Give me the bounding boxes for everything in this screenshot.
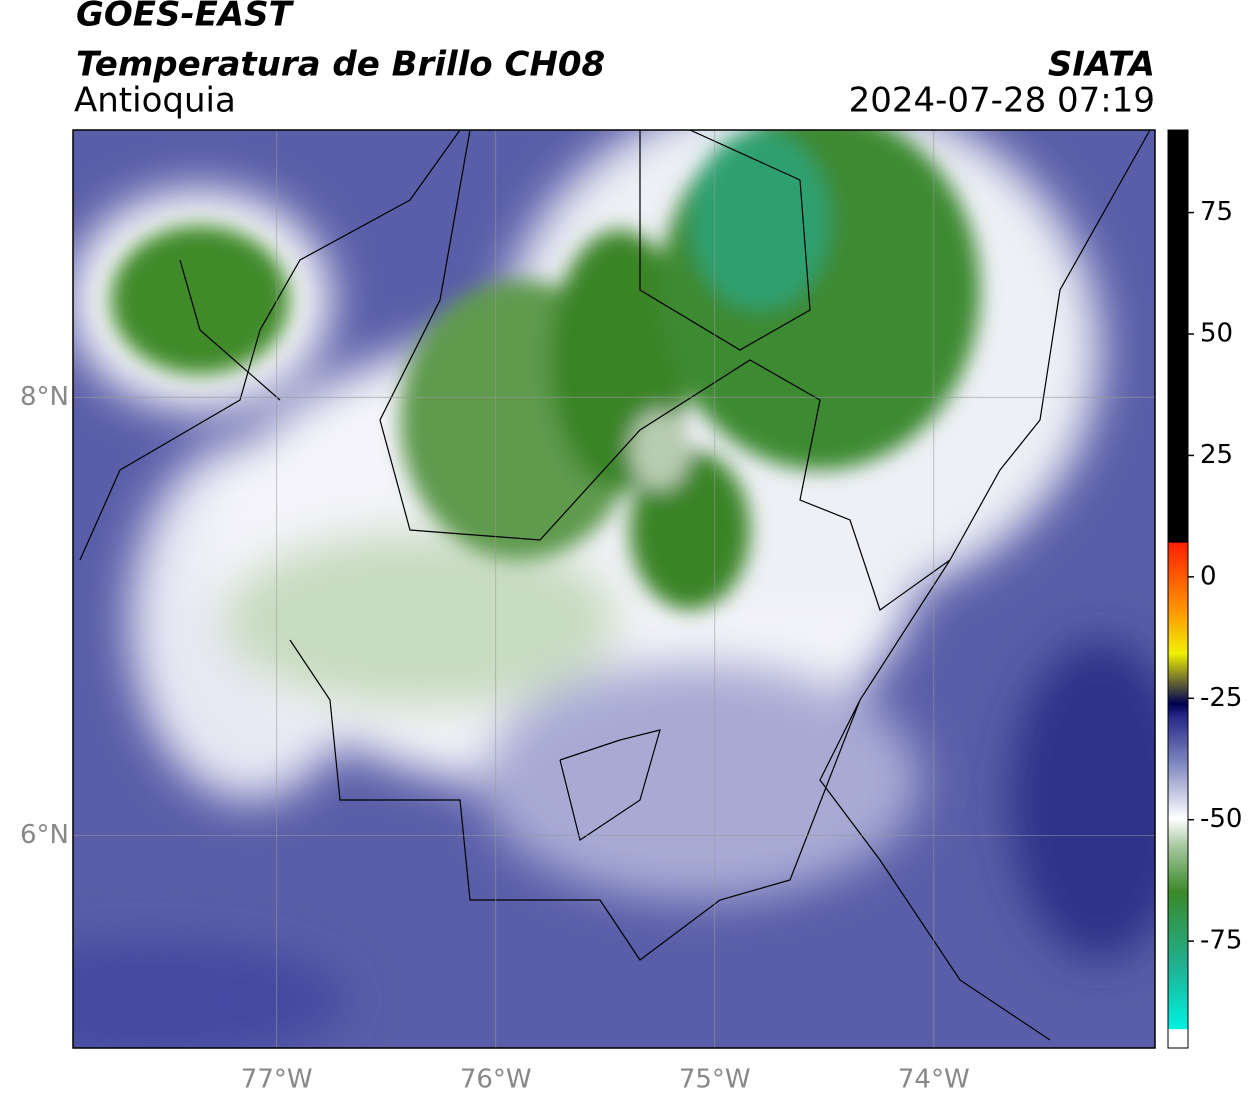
colorbar-tick-label: -75 [1200,926,1242,956]
y-tick-label: 6°N [20,820,69,850]
y-tick-label: 8°N [20,382,69,412]
satellite: GOES-EAST [76,0,295,35]
product: Temperatura de Brillo CH08 [76,45,605,85]
colorbar [1167,129,1189,1049]
colorbar-tick-label: 75 [1200,197,1233,227]
colorbar-tick-label: 0 [1200,561,1217,591]
region: Antioquia [74,81,236,121]
x-tick-label: 74°W [898,1065,970,1095]
timestamp: 2024-07-28 07:19 [849,81,1155,121]
x-tick-label: 76°W [460,1065,532,1095]
colorbar-tick-label: 25 [1200,440,1233,470]
colorbar-tick-label: -25 [1200,683,1242,713]
agency: SIATA [1048,45,1155,85]
x-tick-label: 77°W [241,1065,313,1095]
colorbar-tick-label: -50 [1200,804,1242,834]
map-frame [72,129,1156,1049]
colorbar-tick-label: 50 [1200,319,1233,349]
satellite-image [73,130,1155,1048]
x-tick-label: 75°W [679,1065,751,1095]
graticule [73,130,1155,1048]
